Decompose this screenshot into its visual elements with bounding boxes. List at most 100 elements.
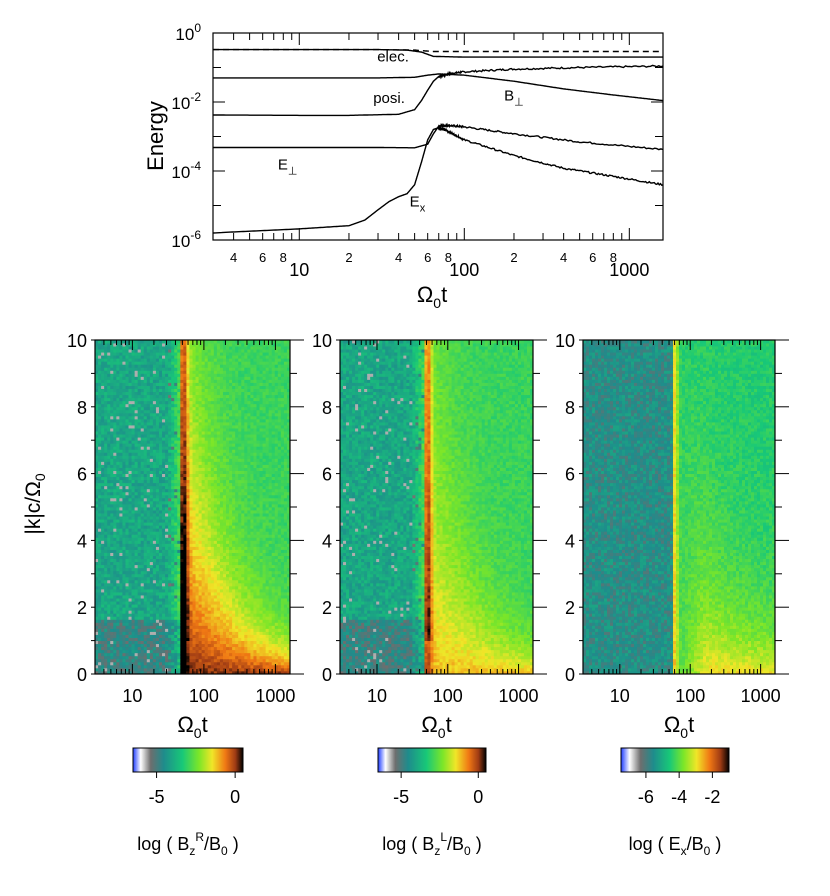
heatmap-cell: [104, 631, 108, 635]
heatmap-cell: [122, 479, 126, 484]
heatmap-cell: [256, 449, 260, 453]
heatmap-cell: [201, 604, 206, 608]
heatmap-cell: [265, 503, 270, 508]
heatmap-cell: [95, 576, 99, 581]
heatmap-cell: [241, 534, 245, 538]
heatmap-cell: [143, 443, 148, 447]
heatmap-cell: [238, 610, 242, 614]
heatmap-cell: [216, 534, 221, 538]
heatmap-cell: [116, 473, 120, 478]
heatmap-cell: [283, 576, 288, 581]
heatmap-cell: [201, 543, 206, 547]
heatmap-cell: [207, 601, 212, 605]
heatmap-cell: [204, 604, 209, 608]
heatmap-cell: [180, 522, 184, 526]
heatmap-cell: [128, 522, 132, 526]
heatmap-cell: [195, 640, 199, 645]
x-minor-tick-label: 8: [280, 250, 287, 265]
heatmap-cell: [210, 546, 215, 550]
heatmap-cell: [189, 643, 193, 648]
heatmap-cell: [238, 585, 242, 590]
heatmap-cell: [122, 658, 126, 663]
heatmap-cell: [107, 628, 111, 632]
heatmap-cell: [286, 604, 291, 608]
heatmap-cell: [101, 561, 105, 566]
heatmap-cell: [125, 601, 129, 605]
heatmap-cell: [113, 531, 117, 535]
heatmap-cell: [171, 573, 175, 578]
heatmap-cell: [134, 449, 139, 453]
heatmap-cell: [128, 485, 132, 490]
heatmap-cell: [98, 473, 102, 478]
heatmap-cell: [180, 573, 184, 578]
y-tick-label: 100: [175, 21, 201, 44]
heatmap-cell: [174, 564, 178, 569]
heatmap-cell: [241, 570, 245, 575]
heatmap-cell: [250, 634, 254, 638]
heatmap-cell: [113, 667, 117, 672]
heatmap-cell: [271, 503, 276, 508]
heatmap-cell: [229, 552, 233, 556]
heatmap-cell: [186, 476, 190, 481]
heatmap-cell: [137, 573, 142, 578]
heatmap-cell: [271, 525, 276, 529]
heatmap-cell: [207, 446, 212, 450]
heatmap-cell: [198, 567, 203, 572]
heatmap-cell: [177, 604, 181, 608]
heatmap-cell: [235, 488, 239, 493]
heatmap-cell: [113, 561, 117, 566]
heatmap-cell: [232, 664, 236, 669]
heatmap-cell: [177, 579, 181, 584]
heatmap-cell: [110, 646, 114, 651]
heatmap-cell: [250, 519, 254, 523]
heatmap-cell: [216, 549, 221, 553]
heatmap-cell: [198, 616, 203, 620]
heatmap-cell: [134, 652, 139, 657]
heatmap-cell: [168, 503, 172, 508]
heatmap-cell: [189, 579, 193, 584]
heatmap-cell: [177, 491, 181, 496]
heatmap-cell: [265, 561, 270, 566]
heatmap-cell: [110, 595, 114, 599]
heatmap-cell: [210, 658, 215, 663]
heatmap-cell: [95, 579, 99, 584]
heatmap-cell: [95, 458, 99, 462]
heatmap-cell: [201, 522, 206, 526]
heatmap-cell: [198, 473, 203, 478]
heatmap-cell: [98, 479, 102, 484]
heatmap-cell: [235, 452, 239, 456]
heatmap-cell: [222, 479, 227, 484]
heatmap-cell: [101, 500, 105, 505]
heatmap-cell: [195, 546, 199, 550]
heatmap-cell: [143, 464, 148, 468]
heatmap-cell: [277, 625, 282, 629]
heatmap-cell: [119, 473, 123, 478]
heatmap-cell: [107, 540, 111, 544]
heatmap-cell: [143, 610, 148, 614]
heatmap-cell: [140, 503, 145, 508]
heatmap-cell: [128, 555, 132, 560]
heatmap-cell: [143, 528, 148, 532]
heatmap-cell: [168, 613, 172, 617]
heatmap-cell: [177, 537, 181, 541]
heatmap-cell: [128, 461, 132, 465]
heatmap-cell: [165, 467, 169, 471]
heatmap-cell: [143, 667, 148, 672]
heatmap-cell: [107, 625, 111, 629]
heatmap-cell: [256, 452, 260, 456]
heatmap-cell: [146, 516, 151, 520]
heatmap-cell: [104, 452, 108, 456]
heatmap-cell: [131, 628, 136, 632]
heatmap-cell: [131, 555, 136, 560]
heatmap-cell: [107, 579, 111, 584]
heatmap-cell: [101, 628, 105, 632]
heatmap-cell: [229, 640, 233, 645]
heatmap-cell: [232, 582, 236, 587]
heatmap-cell: [250, 543, 254, 547]
heatmap-cell: [265, 452, 270, 456]
heatmap-cell: [216, 482, 221, 487]
heatmap-cell: [116, 631, 120, 635]
heatmap-cell: [247, 464, 251, 468]
heatmap-cell: [119, 628, 123, 632]
heatmap-cell: [189, 479, 193, 484]
